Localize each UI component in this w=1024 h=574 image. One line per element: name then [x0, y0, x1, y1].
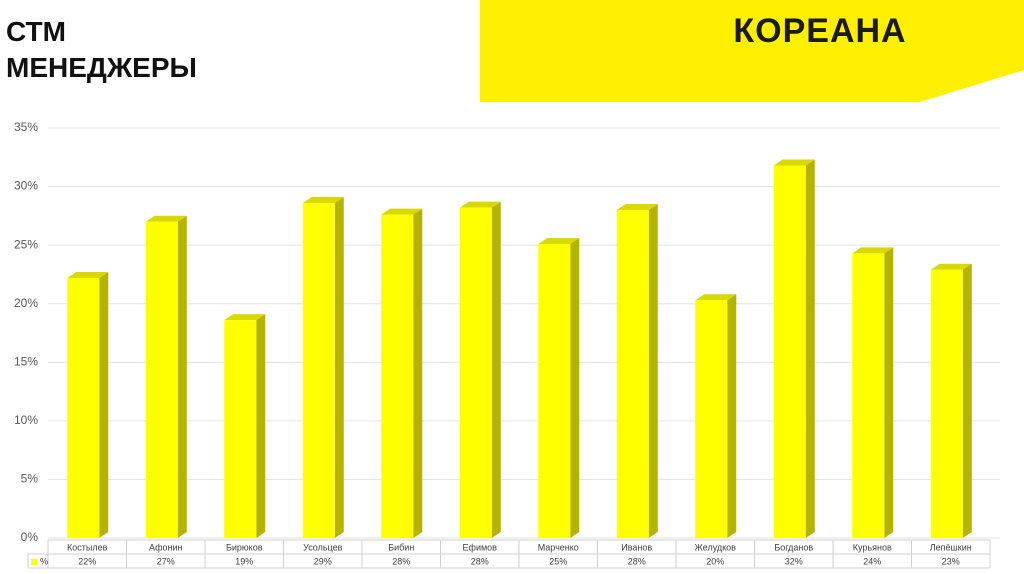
bar-side	[727, 294, 737, 538]
bar-side	[570, 237, 580, 538]
bar	[695, 300, 728, 538]
header-band	[480, 0, 1024, 102]
bar	[224, 320, 257, 538]
y-tick-label: 15%	[14, 354, 38, 368]
data-label: 25%	[549, 556, 567, 566]
data-label: 28%	[471, 556, 489, 566]
bar-side	[334, 196, 344, 538]
bar-side	[99, 271, 109, 538]
data-label: 20%	[706, 556, 724, 566]
data-label: 29%	[314, 556, 332, 566]
x-tick-label: Лепёшкин	[930, 542, 972, 552]
bar-side	[805, 159, 815, 538]
bar	[381, 214, 414, 538]
bar	[302, 202, 335, 538]
x-tick-label: Иванов	[621, 542, 652, 552]
data-label: 28%	[392, 556, 410, 566]
x-tick-label: Марченко	[538, 542, 579, 552]
x-tick-label: Ефимов	[463, 542, 498, 552]
y-tick-label: 25%	[14, 237, 38, 251]
bar	[459, 207, 492, 538]
bar-side	[177, 215, 187, 538]
data-label: 19%	[235, 556, 253, 566]
x-tick-label: Усольцев	[303, 542, 343, 552]
bar-top	[302, 196, 344, 203]
bar-side	[256, 314, 266, 538]
bar	[852, 253, 885, 539]
y-tick-label: 0%	[21, 530, 39, 544]
y-tick-label: 35%	[14, 120, 38, 134]
bar-top	[773, 159, 815, 166]
y-tick-label: 30%	[14, 179, 38, 193]
data-label: 22%	[78, 556, 96, 566]
bar	[930, 269, 963, 538]
data-label: 23%	[942, 556, 960, 566]
legend-label: %	[40, 556, 48, 566]
bar-top	[145, 215, 187, 222]
data-label: 27%	[157, 556, 175, 566]
x-tick-label: Богданов	[774, 542, 813, 552]
bar-top	[695, 294, 737, 301]
x-tick-label: Костылев	[67, 542, 108, 552]
bar	[145, 221, 178, 538]
bar-top	[930, 263, 972, 270]
bar-top	[381, 208, 423, 215]
bar-top	[67, 271, 109, 278]
legend-swatch	[31, 559, 37, 565]
y-tick-label: 20%	[14, 296, 38, 310]
bar-top	[616, 204, 658, 210]
bar-side	[884, 247, 894, 539]
bar-top	[459, 201, 501, 208]
bar-side	[962, 263, 972, 538]
bar-side	[491, 201, 501, 538]
logo: КОРЕАНА	[733, 12, 906, 50]
data-label: 32%	[785, 556, 803, 566]
bar	[538, 243, 571, 538]
x-tick-label: Бибин	[388, 542, 414, 552]
bar	[616, 210, 649, 538]
bar-top	[852, 247, 894, 254]
bar	[67, 277, 100, 538]
x-tick-label: Курьянов	[853, 542, 892, 552]
y-tick-label: 10%	[14, 413, 38, 427]
chart-title: СТМ МЕНЕДЖЕРЫ	[6, 16, 197, 83]
bar-side	[648, 204, 658, 538]
y-tick-label: 5%	[21, 472, 39, 486]
bar-top	[224, 314, 266, 321]
x-tick-label: Желудков	[695, 542, 737, 552]
bar-top	[538, 237, 580, 244]
x-tick-label: Бирюков	[226, 542, 263, 552]
bar-side	[413, 208, 423, 538]
data-label: 24%	[863, 556, 881, 566]
x-tick-label: Афонин	[149, 542, 183, 552]
bar	[773, 165, 806, 538]
data-label: 28%	[628, 556, 646, 566]
